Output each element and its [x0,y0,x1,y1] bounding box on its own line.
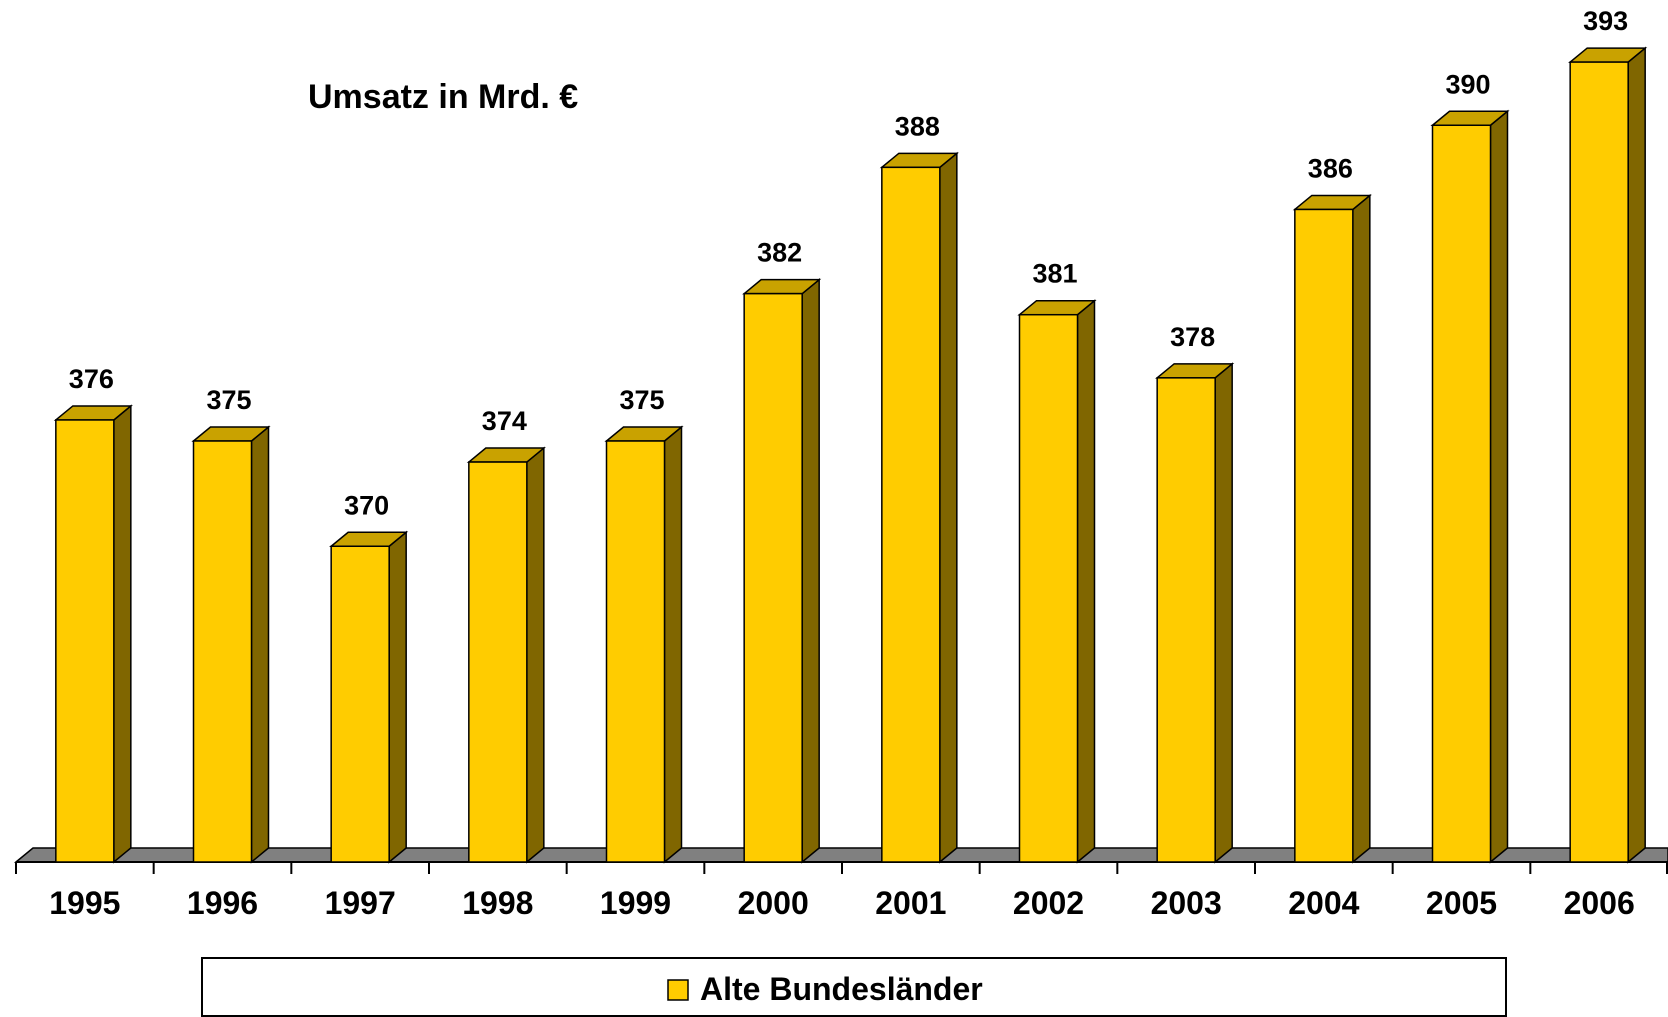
data-label: 390 [1445,69,1490,99]
bar-side [939,151,958,864]
x-tick-label: 2002 [1013,885,1084,921]
x-tick-label: 1998 [462,885,533,921]
legend-label: Alte Bundesländer [700,971,983,1007]
bar [743,292,803,863]
bar [881,166,941,863]
bar-side [388,530,407,864]
bar-side [663,425,683,864]
bar [605,440,666,863]
bar-side [1352,193,1371,864]
data-label: 376 [69,364,114,394]
data-label: 375 [619,385,664,415]
bar [1018,313,1079,863]
bar-side [250,425,270,864]
x-tick-label: 1999 [600,885,671,921]
bar-side [1489,109,1509,864]
data-label: 374 [482,406,527,436]
data-label: 375 [206,385,251,415]
x-tick-label: 2005 [1426,885,1497,921]
x-tick-label: 1995 [49,885,120,921]
legend-swatch [667,979,689,1001]
x-tick-label: 2000 [738,885,809,921]
data-label: 381 [1032,259,1077,289]
data-label: 382 [757,238,802,268]
bar [192,440,253,863]
bar-side [1627,46,1646,864]
x-tick-label: 2001 [875,885,946,921]
x-tick-label: 2006 [1564,885,1635,921]
bar-side [1076,299,1096,864]
bar [1569,61,1629,863]
data-label: 386 [1308,153,1353,183]
x-tick-label: 1997 [325,885,396,921]
legend-box [201,957,1507,1017]
bar [468,461,528,863]
chart-title: Umsatz in Mrd. € [308,78,578,116]
bar-side [1214,362,1233,864]
bar [1156,377,1216,863]
bar [1431,124,1492,863]
data-label: 378 [1170,322,1215,352]
bar [330,545,390,863]
x-tick-label: 1996 [187,885,258,921]
x-tick-label: 2004 [1288,885,1359,921]
data-label: 388 [895,111,940,141]
data-label: 393 [1583,6,1628,36]
bar [1294,208,1354,863]
bar-side [801,278,820,864]
x-tick-label: 2003 [1151,885,1222,921]
bar [55,419,115,863]
data-label: 370 [344,490,389,520]
bar-side [113,404,132,864]
bar-side [526,446,545,864]
